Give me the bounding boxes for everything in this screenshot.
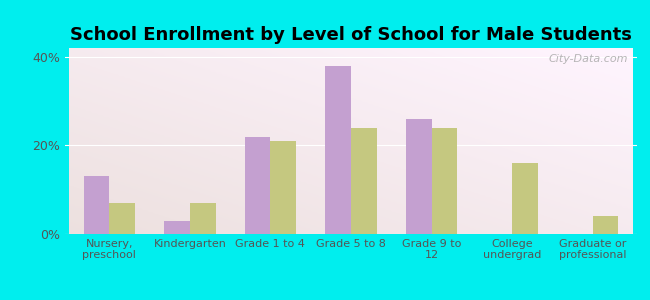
Bar (244, 136, 270, 234)
Bar (190, 203, 216, 234)
Bar (406, 119, 432, 234)
Title: School Enrollment by Level of School for Male Students: School Enrollment by Level of School for… (70, 26, 632, 44)
Bar (270, 141, 296, 234)
Bar (351, 128, 377, 234)
Bar (593, 216, 618, 234)
Text: City-Data.com: City-Data.com (549, 54, 629, 64)
Bar (109, 203, 135, 234)
Bar (512, 163, 538, 234)
Bar (325, 66, 351, 234)
Bar (432, 128, 458, 234)
Bar (84, 176, 109, 234)
Bar (164, 221, 190, 234)
